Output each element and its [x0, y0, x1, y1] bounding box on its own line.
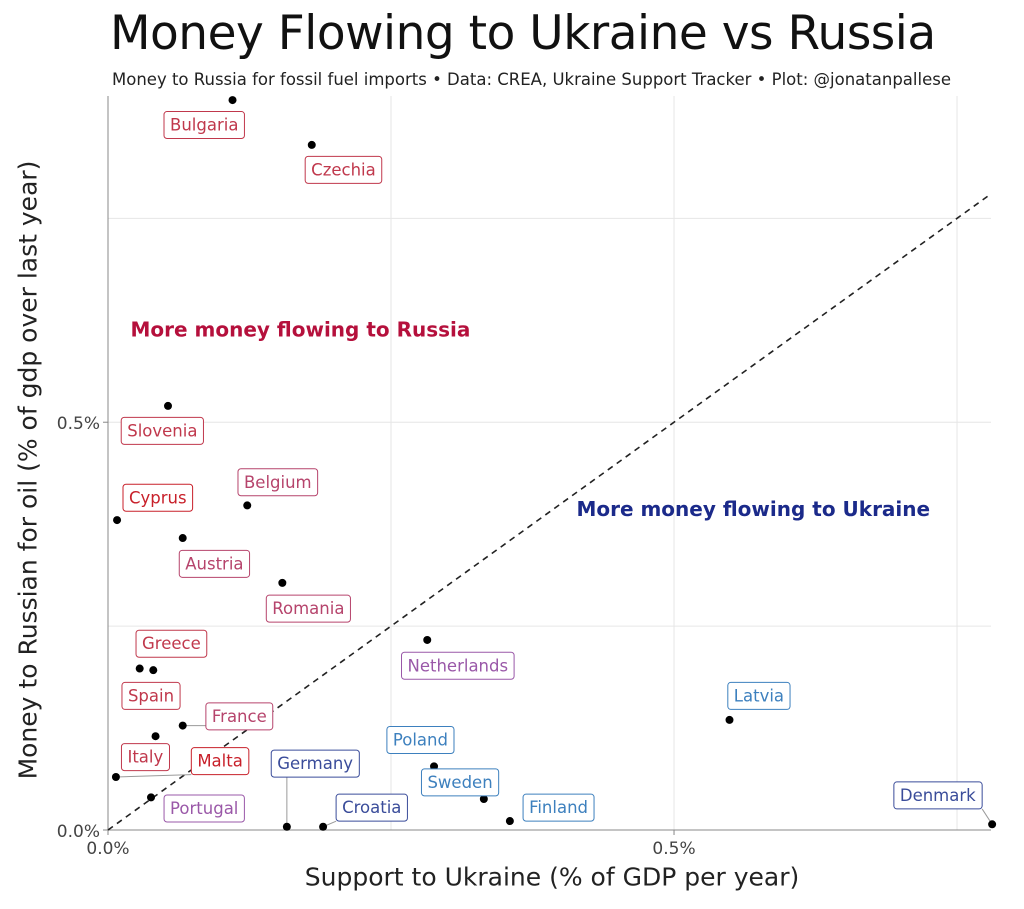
point-label-box: [122, 483, 194, 512]
point-label-text: Slovenia: [127, 421, 197, 440]
point-label-box: [893, 781, 983, 810]
point-label-box: [163, 111, 245, 140]
chart-subtitle: Money to Russia for fossil fuel imports …: [112, 70, 951, 89]
point-label-box: [401, 651, 515, 680]
y-tick-label: 0.5%: [57, 414, 100, 434]
point-labels: Bulgaria Czechia Slovenia Cyprus Belgium Aust…: [120, 111, 983, 823]
point-label-box: [121, 681, 181, 710]
point-label-text: France: [212, 707, 267, 726]
point-label: Poland: [386, 725, 455, 754]
point-label-text: Germany: [277, 754, 353, 773]
y-axis-label: Money to Russian for oil (% of gdp over …: [13, 160, 43, 780]
point-label-text: Sweden: [427, 773, 492, 792]
point-label: Denmark: [893, 781, 983, 810]
point-label-text: Romania: [272, 599, 344, 618]
data-point: [479, 795, 488, 804]
data-point: [151, 732, 160, 741]
x-tick-label: 0.0%: [86, 839, 129, 859]
point-label-text: Poland: [393, 730, 448, 749]
point-label: Italy: [120, 743, 170, 772]
data-point: [319, 822, 328, 831]
data-point: [228, 96, 237, 105]
point-label-box: [120, 743, 170, 772]
point-label: Austria: [178, 549, 251, 578]
point-label: France: [205, 702, 274, 731]
point-label: Malta: [190, 747, 250, 776]
data-point: [282, 822, 291, 831]
axes: 0.0% 0.5% 0.0% 0.5%: [57, 96, 991, 859]
point-label-text: Malta: [197, 752, 243, 771]
point-label-box: [386, 725, 455, 754]
x-axis-label: Support to Ukraine (% of GDP per year): [304, 862, 800, 892]
data-point: [307, 140, 316, 149]
point-label-box: [163, 794, 245, 823]
point-label-box: [178, 549, 251, 578]
point-label: Belgium: [237, 468, 319, 497]
point-label-text: Cyprus: [129, 488, 187, 507]
region-annotation: More money flowing to Russia: [130, 318, 470, 342]
point-label-box: [420, 768, 500, 797]
point-label-text: Greece: [142, 634, 201, 653]
data-point: [243, 501, 252, 510]
point-label-box: [135, 629, 208, 658]
point-label: Finland: [522, 793, 595, 822]
chart-title: Money Flowing to Ukraine vs Russia: [110, 6, 936, 61]
point-label-text: Bulgaria: [170, 116, 238, 135]
point-label: Latvia: [727, 681, 791, 710]
point-label-box: [205, 702, 274, 731]
point-label: Spain: [121, 681, 181, 710]
point-label-box: [237, 468, 319, 497]
point-label: Cyprus: [122, 483, 194, 512]
point-label-text: Austria: [185, 554, 243, 573]
point-label: Greece: [135, 629, 208, 658]
point-label-text: Belgium: [244, 473, 312, 492]
data-point: [505, 817, 514, 826]
data-point: [423, 635, 432, 644]
point-label: Germany: [270, 749, 360, 778]
point-label-box: [120, 416, 204, 445]
point-label-box: [190, 747, 250, 776]
region-annotation: More money flowing to Ukraine: [576, 497, 930, 521]
label-connector: [115, 774, 192, 778]
point-label-text: Denmark: [900, 786, 976, 805]
data-point: [135, 664, 144, 673]
point-label-text: Portugal: [170, 799, 238, 818]
point-label-text: Spain: [128, 686, 174, 705]
data-point: [113, 516, 122, 525]
point-label: Croatia: [335, 793, 408, 822]
data-point: [178, 721, 187, 730]
point-label-box: [727, 681, 791, 710]
data-point: [988, 820, 997, 829]
point-label: Portugal: [163, 794, 245, 823]
x-tick-label: 0.5%: [652, 839, 695, 859]
point-label-text: Czechia: [311, 160, 376, 179]
point-label-text: Croatia: [342, 798, 401, 817]
point-label: Slovenia: [120, 416, 204, 445]
point-label: Netherlands: [401, 651, 515, 680]
data-point: [163, 401, 172, 410]
data-point: [147, 793, 156, 802]
point-label-box: [522, 793, 595, 822]
annotations: More money flowing to Russia More money f…: [130, 318, 930, 521]
point-label-text: Latvia: [734, 686, 784, 705]
point-label-text: Finland: [529, 798, 588, 817]
data-point: [111, 772, 120, 781]
data-point: [725, 715, 734, 724]
point-label: Bulgaria: [163, 111, 245, 140]
point-label: Czechia: [304, 155, 383, 184]
point-label-box: [270, 749, 360, 778]
point-label-box: [335, 793, 408, 822]
point-label-text: Italy: [127, 748, 163, 767]
y-tick-label: 0.0%: [57, 822, 100, 842]
point-label: Sweden: [420, 768, 500, 797]
point-label-box: [265, 594, 351, 623]
point-label-box: [304, 155, 383, 184]
data-point: [149, 666, 158, 675]
point-label-text: Netherlands: [408, 656, 509, 675]
data-points: [111, 96, 997, 831]
point-label: Romania: [265, 594, 351, 623]
data-point: [178, 534, 187, 543]
data-point: [278, 578, 287, 587]
